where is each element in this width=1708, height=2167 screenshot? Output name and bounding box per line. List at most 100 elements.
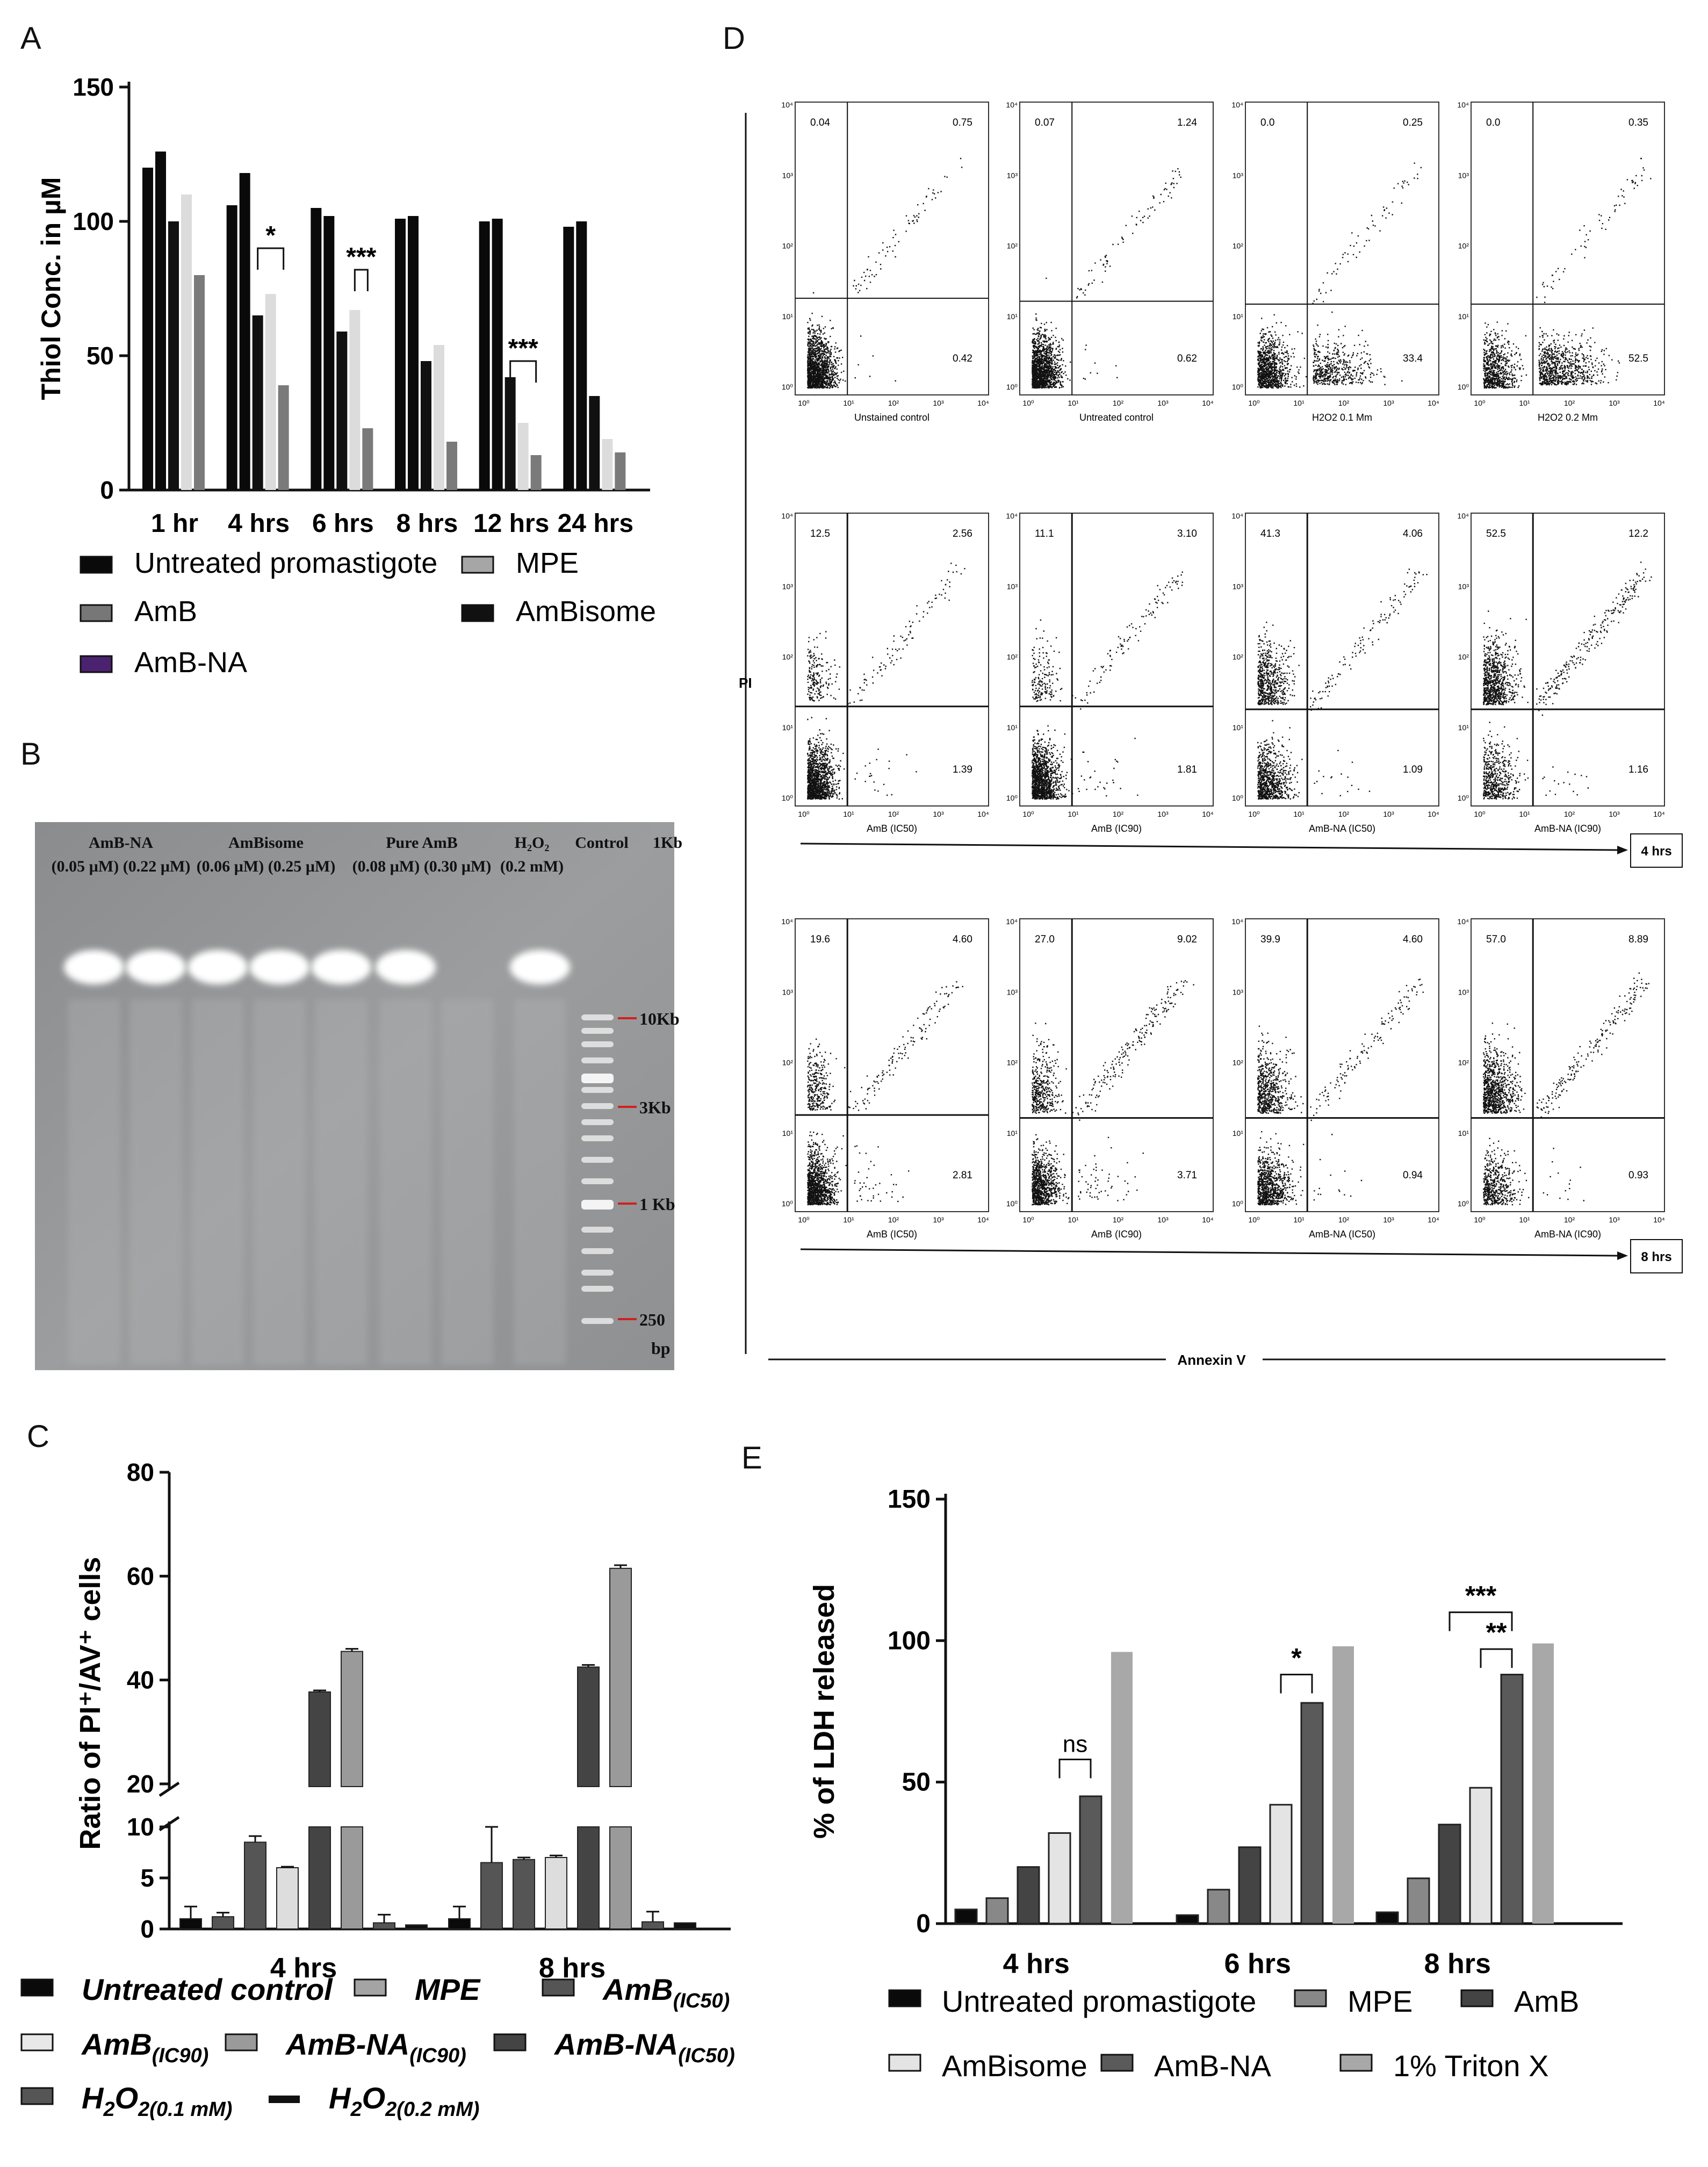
legend-label-c: H2O2(0.2 mM) [329,2081,479,2121]
bar-c [545,1857,567,1930]
gel-lane-smear [68,999,120,1365]
legend-swatch-a [461,604,494,622]
quadrant-value-ul: 19.6 [810,934,830,945]
ladder-band [581,1270,614,1276]
bar-c [609,1567,632,1787]
significance-label-a: *** [346,243,376,271]
pi-av-ratio-chart: 0 5 10 20 40 60 80 Ratio of PI⁺/AV⁺ cells 4 hrs 8… [20,1458,735,2121]
y-decade-tick: 10² [1007,653,1018,661]
quadrant-value-ur: 0.75 [953,117,972,128]
x-decade-tick: 10³ [1609,1215,1620,1224]
y-decade-tick: 10⁴ [1457,917,1469,926]
y-decade-tick: 10⁰ [1006,383,1018,391]
flow-plot-label: AmB (IC90) [1091,823,1142,834]
quadrant-value-ur: 3.10 [1177,528,1197,539]
ladder-band [581,1135,614,1141]
significance-bracket-e [1280,1674,1313,1694]
ladder-band [581,1041,614,1047]
significance-label-e: ** [1486,1617,1507,1647]
y-decade-tick: 10⁴ [1457,512,1469,520]
quadrant-value-ul: 27.0 [1035,934,1055,945]
flow-plot-label: AmB-NA (IC90) [1534,823,1601,834]
x-decade-tick: 10¹ [1068,810,1079,818]
panel-label-b: B [20,737,41,772]
quadrant-value-ul: 41.3 [1260,528,1280,539]
bar-c [448,1918,471,1930]
pi-axis-label: PI [739,675,752,691]
y-decade-tick: 10⁰ [1232,383,1244,391]
ldh-release-chart: 0 50 100 150 % of LDH released 4 hrs 6 hrs 8 hr… [808,1485,1623,2083]
x-decade-tick: 10² [1564,399,1575,407]
gel-lane-smear [192,999,243,1365]
flow-events [1483,157,1652,389]
gel-ladder-top-label: 1Kb [653,834,682,852]
bar-c [341,1651,363,1787]
significance-label-e: * [1291,1643,1302,1673]
gel-lane-smear [380,999,431,1365]
legend-label-e: AmB [1514,1984,1579,2018]
y-decade-tick: 10⁰ [1232,794,1244,802]
x-decade-tick: 10³ [1157,1215,1169,1224]
bar-c [179,1918,202,1930]
quadrant-value-lr: 0.93 [1628,1170,1648,1181]
x-decade-tick: 10³ [1383,1215,1394,1224]
bar-e [1375,1911,1399,1925]
flow-plot-label: H2O2 0.2 Mm [1538,412,1598,423]
legend-label-c: AmB-NA(IC50) [553,2027,735,2067]
significance-bracket-a [354,269,369,291]
flow-plot-frame [1019,102,1214,395]
x-decade-tick: 10⁴ [1202,810,1214,818]
legend-subscript-c: (IC50) [673,1990,730,2012]
legend-swatch-c [20,1978,54,1997]
gel-lane-smear [315,999,367,1365]
y-decade-tick: 10² [1458,653,1469,661]
quadrant-value-ur: 0.35 [1628,117,1648,128]
y-decade-tick: 10² [1007,1059,1018,1067]
flow-plot-label: AmB-NA (IC50) [1309,823,1375,834]
marker-label: 1 Kb [639,1194,675,1214]
y-decade-tick: 10⁴ [781,512,793,520]
ladder-band [581,1178,614,1184]
x-decade-tick: 10⁴ [1202,1215,1214,1224]
legend-label-e: AmB-NA [1154,2049,1271,2083]
legend-label-c: Untreated control [82,1972,333,2006]
x-decade-tick: 10² [1338,399,1350,407]
significance-label-e: *** [1465,1581,1497,1611]
x-decade-tick: 10⁴ [1653,399,1665,407]
legend-label-e: 1% Triton X [1393,2049,1548,2083]
time-arrow-head [1617,846,1628,854]
bar-e [1111,1652,1133,1924]
gel-lane-concentration: (0.08 µM) (0.30 µM) [352,858,492,875]
quadrant-value-ul: 52.5 [1486,528,1506,539]
legend-label-c: H2O2(0.1 mM) [82,2081,232,2121]
gel-band-core [73,955,116,977]
x-decade-tick: 10² [888,1215,899,1224]
x-decade-tick: 10⁴ [1428,1215,1439,1224]
y-decade-tick: 10¹ [782,723,794,732]
y-tick-label-a: 100 [73,207,114,235]
bar-a [323,216,335,490]
bar-c [373,1922,395,1930]
bar-a [576,221,587,490]
flow-plot-frame [1245,918,1439,1212]
flow-plot: 41.3 4.06 1.09 10⁰ 10⁰ 10¹ 10¹ 10² 10² 10³ 10³ 10⁴ 1… [1231,512,1439,834]
legend-subscript-c: 2(0.1 mM) [138,2098,232,2121]
x-decade-tick: 10² [1113,810,1124,818]
gel-lane-concentration: (0.05 µM) (0.22 µM) [52,858,191,875]
flow-plot: 52.5 12.2 1.16 10⁰ 10⁰ 10¹ 10¹ 10² 10² 10³ 10³ 10⁴ 1… [1457,512,1665,834]
legend-swatch-a [80,556,113,574]
x-decade-tick: 10⁰ [798,399,810,407]
x-decade-tick: 10⁴ [1653,810,1665,818]
legend-label-c: AmB(IC50) [602,1972,730,2012]
y-tick-label-e: 150 [888,1485,931,1514]
bar-a [168,221,179,490]
time-box [1630,1239,1683,1273]
significance-label-a: *** [508,334,538,363]
x-decade-tick: 10¹ [1519,810,1530,818]
y-tick-label-c: 5 [140,1864,154,1892]
legend-swatch-e [1100,2054,1134,2072]
thiol-bar-chart: 0 50 100 150 Thiol Conc. in µM 1 hr 4 hrs 6 hrs… [36,73,656,679]
x-decade-tick: 10² [1564,1215,1575,1224]
y-tick-label-c: 10 [127,1813,154,1841]
x-decade-tick: 10² [1113,1215,1124,1224]
